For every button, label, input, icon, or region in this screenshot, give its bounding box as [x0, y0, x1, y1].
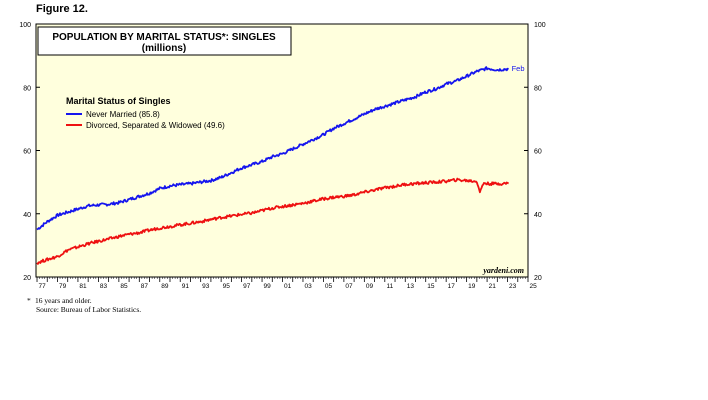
x-tick-label: 77	[39, 283, 47, 290]
x-tick-label: 83	[100, 283, 108, 290]
x-tick-label: 95	[223, 283, 231, 290]
y-tick-label-left: 20	[23, 275, 31, 282]
x-tick-label: 17	[448, 283, 456, 290]
watermark: yardeni.com	[482, 266, 524, 275]
legend-title: Marital Status of Singles	[66, 96, 171, 106]
x-tick-label: 05	[325, 283, 333, 290]
x-tick-label: 25	[529, 283, 537, 290]
footnote-marker: *	[27, 296, 31, 305]
x-tick-label: 91	[182, 283, 190, 290]
figure-label: Figure 12.	[36, 3, 88, 15]
footnote-line: 16 years and older.	[35, 296, 92, 305]
y-tick-label-left: 80	[23, 85, 31, 92]
x-tick-label: 19	[468, 283, 476, 290]
y-tick-label-right: 80	[534, 85, 542, 92]
source-line: Source: Bureau of Labor Statistics.	[36, 305, 142, 314]
footnote: * 16 years and older. Source: Bureau of L…	[27, 296, 141, 314]
chart-subtitle: (millions)	[142, 43, 186, 54]
x-tick-label: 79	[59, 283, 67, 290]
y-tick-label-right: 40	[534, 212, 542, 219]
series-line-divorced-separated-widowed	[36, 177, 509, 265]
x-tick-label: 09	[366, 283, 374, 290]
chart-title: POPULATION BY MARITAL STATUS*: SINGLES	[52, 32, 276, 43]
legend-label-never-married: Never Married (85.8)	[86, 110, 160, 119]
y-axis: 20 20 40 40 60 60 80 80 100 100	[19, 22, 545, 282]
y-tick-label-right: 100	[534, 22, 546, 29]
x-tick-label: 23	[509, 283, 517, 290]
end-annotation: Feb	[512, 64, 525, 73]
y-tick-label-left: 60	[23, 149, 31, 156]
series-line-never-married	[36, 66, 509, 231]
series-layer	[36, 66, 509, 265]
y-tick-label-right: 60	[534, 149, 542, 156]
x-tick-label: 99	[264, 283, 272, 290]
x-tick-label: 13	[407, 283, 415, 290]
legend-label-divorced-separated-widowed: Divorced, Separated & Widowed (49.6)	[86, 121, 225, 130]
x-tick-label: 81	[79, 283, 87, 290]
y-tick-label-left: 100	[19, 22, 31, 29]
x-tick-label: 07	[345, 283, 353, 290]
plot-area	[35, 23, 529, 278]
x-tick-label: 03	[304, 283, 312, 290]
x-tick-label: 11	[387, 283, 394, 290]
x-tick-label: 97	[243, 283, 251, 290]
x-tick-label: 93	[202, 283, 210, 290]
chart: 20 20 40 40 60 60 80 80 100 100 77 79 81 83 85 87 89 91 9…	[19, 22, 545, 290]
x-tick-label: 21	[489, 283, 497, 290]
y-tick-label-left: 40	[23, 212, 31, 219]
y-tick-label-right: 20	[534, 275, 542, 282]
x-axis: 77 79 81 83 85 87 89 91 93 95 97 99 01 03 05 07 09 11 13 15…	[36, 277, 537, 290]
x-tick-label: 87	[141, 283, 149, 290]
x-tick-label: 89	[161, 283, 169, 290]
x-tick-label: 15	[427, 283, 435, 290]
x-tick-label: 85	[120, 283, 128, 290]
title-box	[37, 26, 292, 56]
x-tick-label: 01	[284, 283, 292, 290]
